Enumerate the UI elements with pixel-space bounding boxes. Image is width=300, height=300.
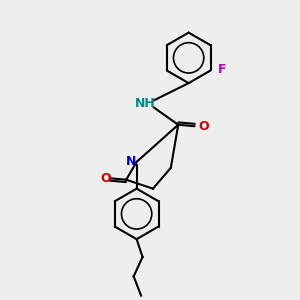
Text: N: N [126, 155, 136, 168]
Text: O: O [100, 172, 111, 185]
Text: F: F [218, 62, 226, 76]
Text: O: O [198, 120, 209, 133]
Text: NH: NH [135, 98, 156, 110]
